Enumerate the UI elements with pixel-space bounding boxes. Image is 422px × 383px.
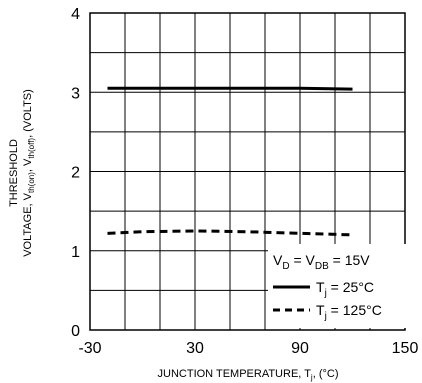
x-tick-label: 90	[291, 340, 309, 357]
y-tick-label: 3	[71, 85, 80, 102]
y-tick-label: 2	[71, 165, 80, 182]
legend-label-series-2: Tj = 125°C	[316, 302, 382, 322]
x-axis-title: JUNCTION TEMPERATURE, Tj, (°C)	[158, 368, 339, 382]
legend-label-series-1: Tj = 25°C	[316, 279, 374, 299]
plot-frame	[89, 12, 406, 331]
legend-condition: VD = VDB = 15V	[273, 252, 370, 272]
grid-lines	[90, 13, 405, 330]
series-line-2	[107, 229, 353, 237]
tick-labels: -30 30 90 150 0 1 2 3 4	[71, 6, 418, 357]
y-tick-label: 4	[71, 6, 80, 23]
series-group	[107, 86, 353, 237]
y-tick-label: 0	[71, 323, 80, 340]
x-tick-label: 30	[186, 340, 204, 357]
x-tick-label: -30	[78, 340, 101, 357]
legend: VD = VDB = 15V Tj = 25°C Tj = 125°C	[268, 244, 408, 328]
series-line-1	[107, 86, 353, 91]
y-axis-title-line1: THRESHOLD	[8, 139, 20, 207]
y-tick-label: 1	[71, 244, 80, 261]
x-tick-label: 150	[392, 340, 419, 357]
y-axis-title-line2: VOLTAGE, Vth(on), Vth(off), (VOLTS)	[22, 89, 36, 257]
